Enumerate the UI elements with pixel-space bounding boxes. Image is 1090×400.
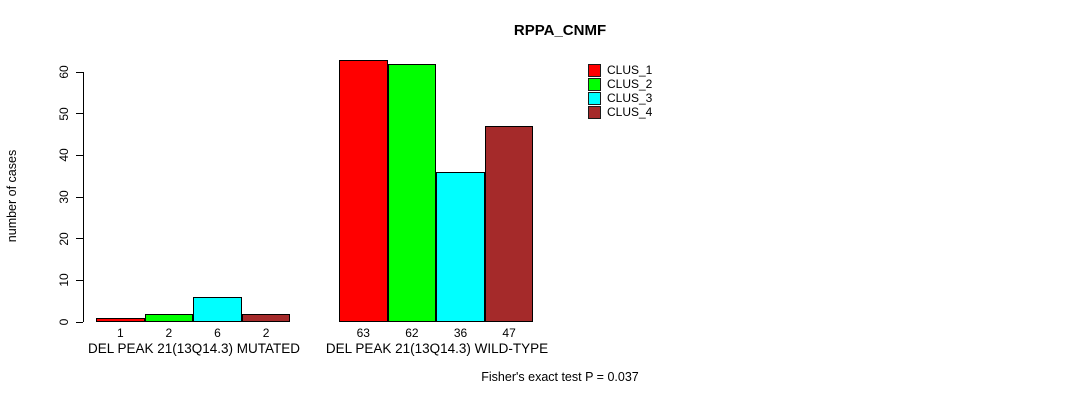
bar-clus_3-group2 <box>436 172 485 322</box>
legend: CLUS_1 CLUS_2 CLUS_3 CLUS_4 <box>588 63 652 119</box>
y-tick-mark <box>76 238 83 240</box>
y-tick-label: 0 <box>57 318 71 326</box>
bar-value-label: 63 <box>356 326 370 340</box>
legend-label: CLUS_1 <box>607 63 653 77</box>
group-label-mutated: DEL PEAK 21(13Q14.3) MUTATED <box>87 341 301 356</box>
bar-value-label: 47 <box>502 326 516 340</box>
bar-value-label: 6 <box>214 326 221 340</box>
legend-swatch-clus_4 <box>588 105 601 119</box>
y-tick-label: 10 <box>57 273 71 288</box>
y-tick-mark <box>76 113 83 115</box>
y-tick-mark <box>76 71 83 73</box>
legend-label: CLUS_2 <box>607 77 653 91</box>
legend-row-clus_2: CLUS_2 <box>588 77 652 91</box>
y-tick-label: 60 <box>57 65 71 79</box>
y-tick-label: 50 <box>57 106 71 121</box>
legend-swatch-clus_2 <box>588 77 601 91</box>
y-tick-label: 30 <box>57 190 71 204</box>
y-tick-mark <box>76 321 83 323</box>
bar-clus_2-group1 <box>144 313 194 322</box>
bar-clus_1-group1 <box>96 317 145 322</box>
y-tick-label: 40 <box>57 148 71 163</box>
bar-clus_4-group1 <box>241 313 291 322</box>
legend-row-clus_3: CLUS_3 <box>588 91 652 105</box>
group-label-wild-type: DEL PEAK 21(13Q14.3) WILD-TYPE <box>325 341 549 356</box>
bar-value-label: 62 <box>405 326 419 340</box>
y-tick-mark <box>76 154 83 156</box>
y-tick-mark <box>76 279 83 281</box>
legend-row-clus_4: CLUS_4 <box>588 105 652 119</box>
chart-title: RPPA_CNMF <box>513 22 607 39</box>
y-tick-mark <box>76 196 83 198</box>
bar-value-label: 2 <box>165 326 173 340</box>
bar-clus_1-group2 <box>339 59 388 322</box>
legend-swatch-clus_3 <box>588 91 601 105</box>
fisher-test-annotation: Fisher's exact test P = 0.037 <box>481 370 639 384</box>
legend-row-clus_1: CLUS_1 <box>588 63 652 77</box>
legend-label: CLUS_3 <box>607 91 653 105</box>
bar-value-label: 2 <box>262 326 270 340</box>
y-axis-label: number of cases <box>5 149 19 243</box>
bar-clus_2-group2 <box>387 63 437 322</box>
bar-clus_3-group1 <box>193 297 242 322</box>
bar-value-label: 36 <box>453 326 468 340</box>
bar-clus_4-group2 <box>484 126 534 322</box>
y-axis-line <box>83 72 84 322</box>
legend-swatch-clus_1 <box>588 63 601 77</box>
bar-value-label: 1 <box>116 326 124 340</box>
legend-label: CLUS_4 <box>607 105 653 119</box>
y-tick-label: 20 <box>57 231 71 246</box>
